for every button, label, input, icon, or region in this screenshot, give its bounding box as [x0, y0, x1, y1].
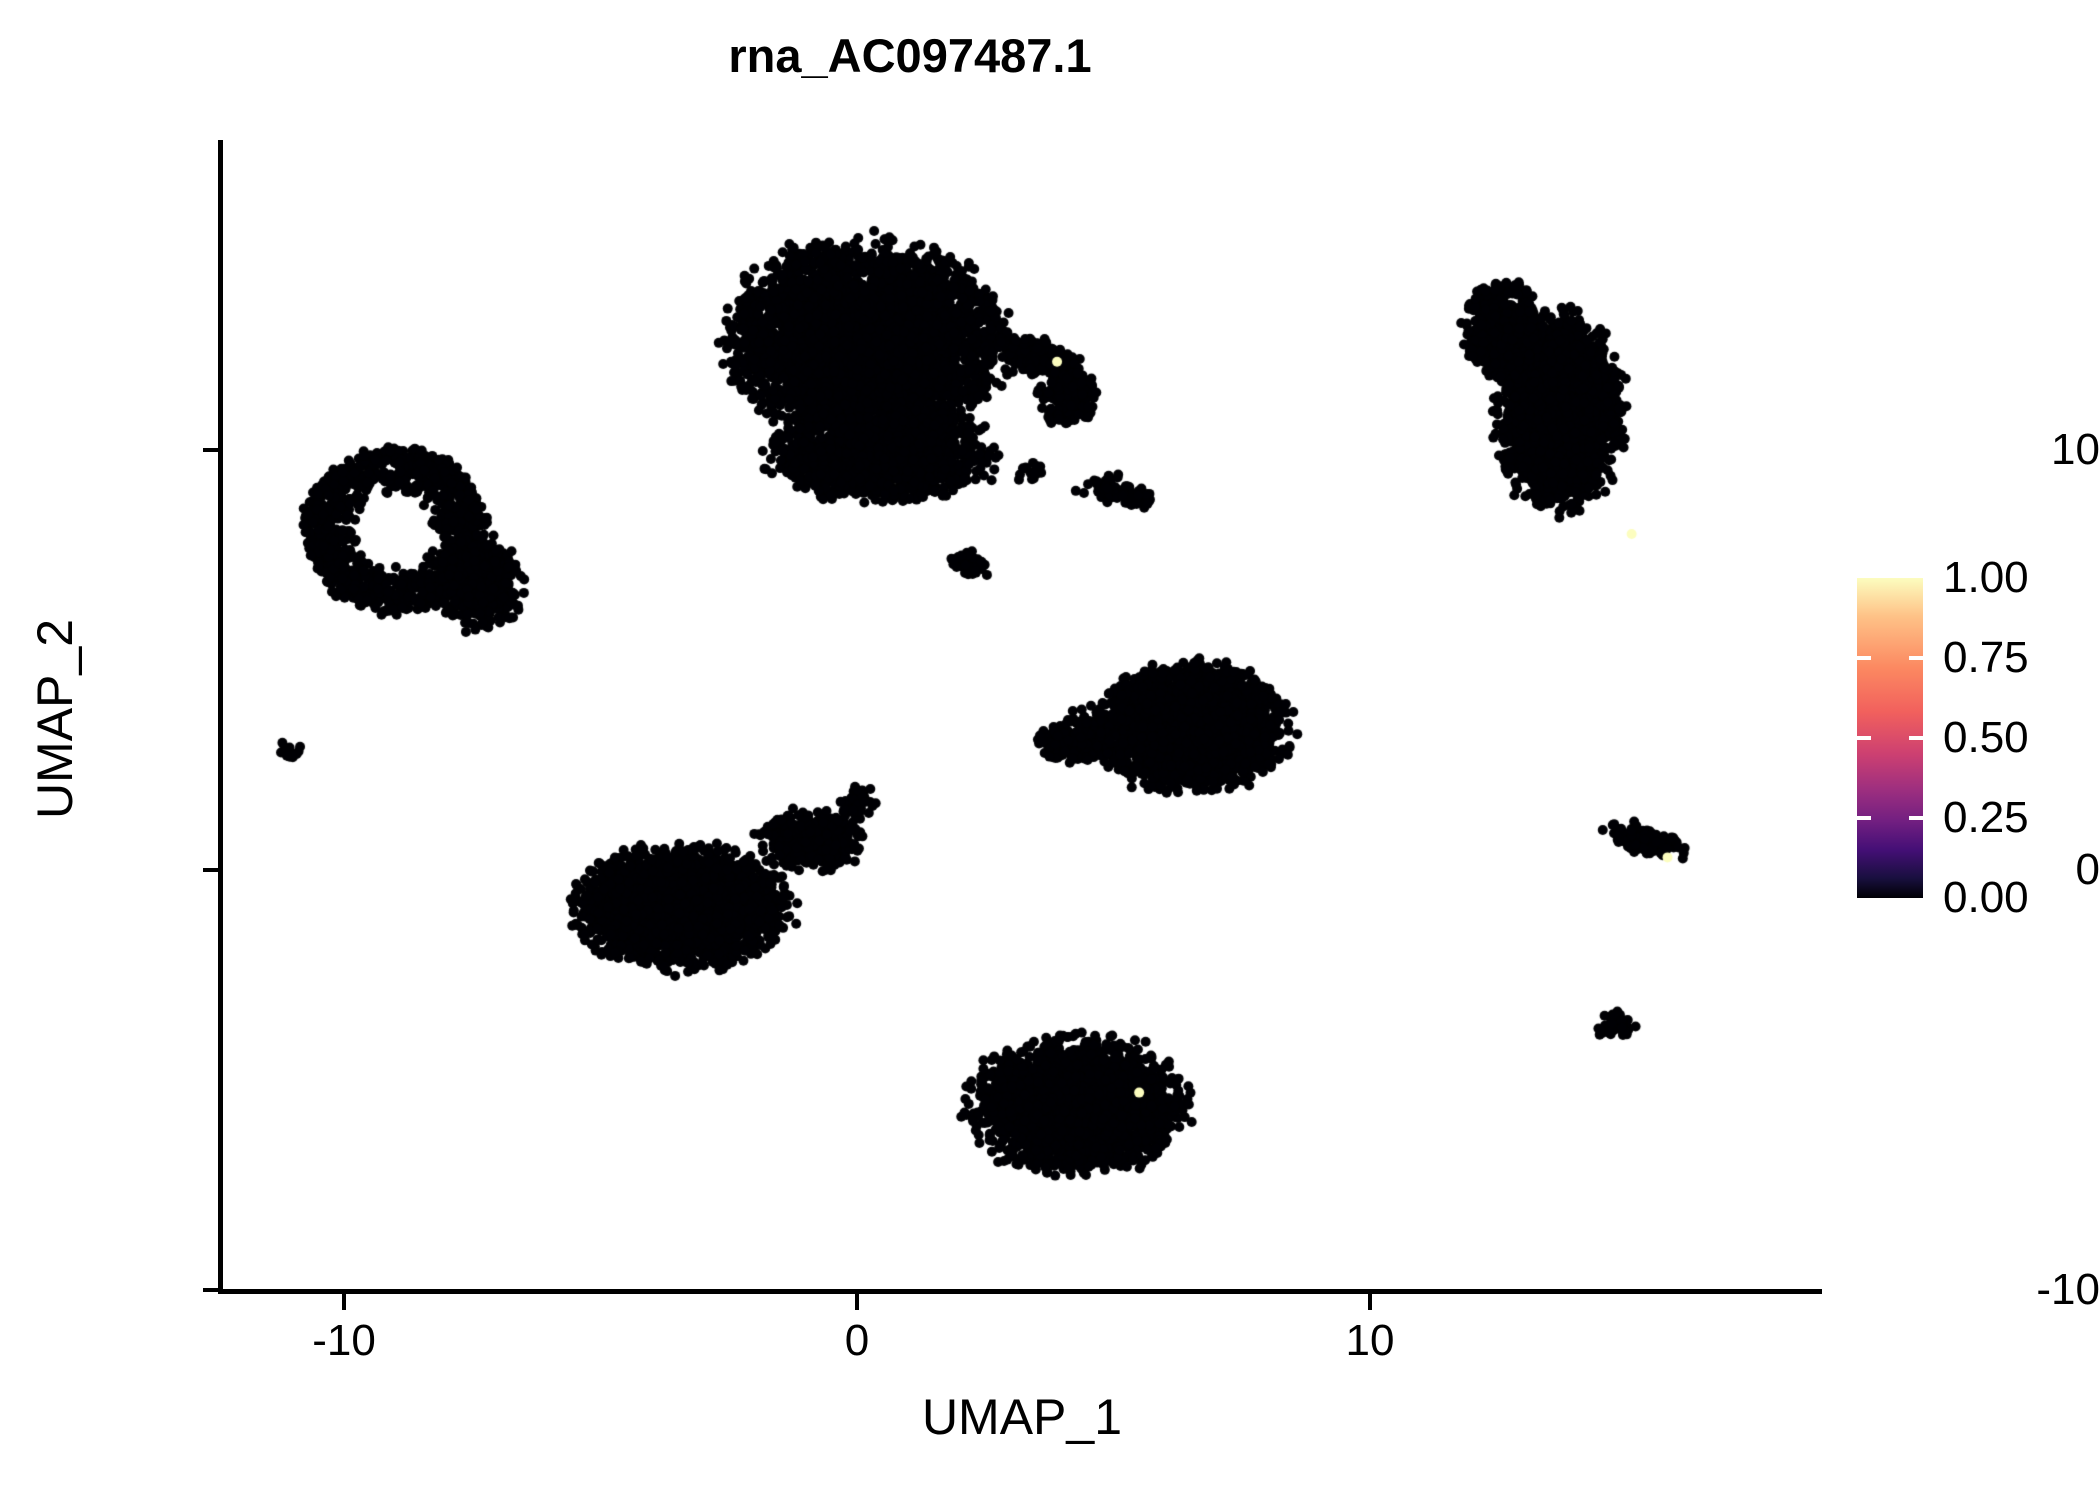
y-axis-label: UMAP_2 [27, 618, 83, 820]
x-axis-label: UMAP_1 [921, 1389, 1123, 1445]
color-legend: 1.00 0.75 0.50 0.25 0.00 [1857, 553, 2087, 922]
x-tick-label: 10 [1345, 1316, 1395, 1365]
plot-panel [222, 140, 1822, 1291]
scatter-points-canvas [222, 140, 1822, 1291]
y-tick-mark [203, 868, 219, 872]
x-axis-line [218, 1289, 1822, 1294]
y-tick-mark [203, 1288, 219, 1292]
y-tick-mark [203, 448, 219, 452]
colorbar-tick-mark [1909, 656, 1923, 660]
y-tick-label: 10 [2051, 425, 2100, 474]
colorbar-tick-mark [1909, 736, 1923, 740]
colorbar-tick-mark [1857, 816, 1871, 820]
y-tick-label: -10 [2036, 1265, 2100, 1314]
page-title: rna_AC097487.1 [728, 29, 1092, 82]
x-tick-mark [342, 1294, 346, 1310]
x-tick-mark [855, 1294, 859, 1310]
colorbar-tick-mark [1909, 816, 1923, 820]
x-tick-mark [1368, 1294, 1372, 1310]
colorbar-tick-mark [1857, 736, 1871, 740]
colorbar-tick-label: 0.75 [1943, 633, 2029, 682]
colorbar-tick-label: 0.00 [1943, 873, 2029, 922]
colorbar-tick-label: 0.25 [1943, 793, 2029, 842]
x-tick-label: -10 [312, 1316, 376, 1365]
y-tick-label: 0 [2075, 845, 2100, 894]
colorbar-tick-mark [1857, 656, 1871, 660]
colorbar-tick-label: 0.50 [1943, 713, 2029, 762]
x-tick-label: 0 [844, 1316, 870, 1365]
colorbar-tick-label: 1.00 [1943, 553, 2029, 602]
y-axis-line [218, 140, 223, 1293]
